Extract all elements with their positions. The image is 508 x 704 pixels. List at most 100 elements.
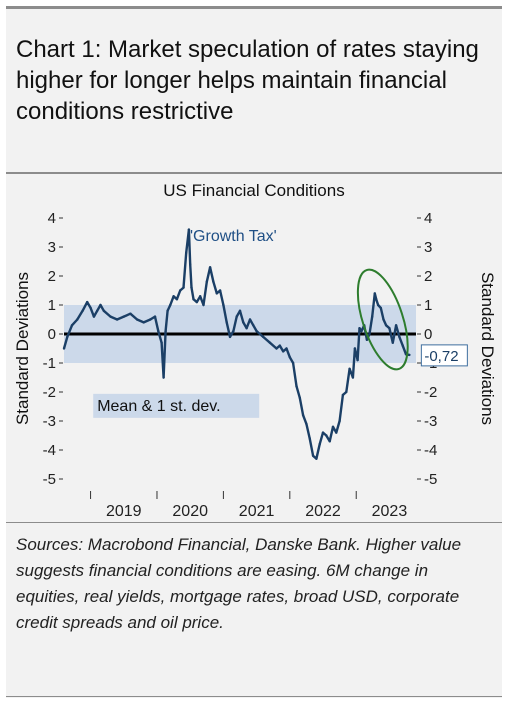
data-point	[305, 422, 308, 426]
data-point	[398, 335, 401, 339]
data-point	[268, 341, 272, 344]
x-tick-label: 2020	[172, 503, 208, 520]
data-point	[291, 361, 295, 365]
data-point	[368, 332, 371, 336]
x-tick-label: 2021	[239, 503, 275, 520]
data-point	[129, 312, 132, 315]
data-point	[185, 251, 188, 254]
last-value-label: -0,72	[424, 348, 458, 365]
data-point	[285, 347, 288, 350]
data-point	[298, 396, 301, 399]
data-point	[353, 347, 357, 350]
data-point	[242, 321, 245, 324]
data-point	[157, 329, 160, 333]
data-point	[187, 228, 191, 231]
data-point	[164, 329, 167, 333]
data-point	[182, 286, 185, 289]
y-tick-label-right: -3	[424, 413, 437, 430]
x-tick-label: 2022	[305, 503, 341, 520]
y-axis-label-right: Standard Deviations	[478, 272, 497, 425]
bottom-rule	[6, 696, 502, 697]
y-tick-label-right: -5	[424, 471, 437, 488]
data-point	[358, 327, 361, 330]
data-point	[208, 266, 212, 269]
data-point	[225, 321, 228, 324]
y-tick-label-right: 1	[424, 297, 432, 314]
highlight-ellipse	[356, 268, 409, 371]
data-point	[245, 327, 248, 330]
data-point	[360, 329, 363, 333]
data-point	[195, 300, 198, 304]
chart-title: US Financial Conditions	[163, 181, 344, 200]
data-point	[218, 289, 222, 292]
data-point	[62, 347, 66, 350]
data-point	[252, 324, 255, 327]
data-point	[328, 440, 331, 443]
data-point	[384, 324, 388, 327]
data-point	[212, 280, 215, 283]
data-point	[401, 344, 404, 347]
data-point	[255, 329, 258, 333]
x-tick-label: 2023	[372, 503, 408, 520]
data-point	[408, 353, 411, 357]
chart-heading: Chart 1: Market speculation of rates sta…	[16, 36, 479, 125]
data-point	[96, 309, 99, 312]
data-point	[102, 309, 106, 312]
data-point	[192, 298, 195, 301]
last-value-box	[420, 344, 468, 367]
data-point	[232, 329, 235, 333]
left-y-axis: 4 3 2 1 0 -1 -2 -3 -4 -5	[43, 210, 63, 488]
data-point	[348, 367, 351, 370]
data-point	[371, 315, 374, 318]
data-point	[160, 341, 163, 344]
sources-divider	[6, 522, 502, 523]
sources-note: Sources: Macrobond Financial, Danske Ban…	[16, 535, 462, 632]
data-point	[190, 286, 193, 289]
data-point	[86, 300, 89, 304]
data-point	[76, 318, 79, 321]
data-point	[238, 309, 242, 312]
data-point	[228, 335, 232, 339]
data-point	[169, 303, 172, 307]
data-point	[379, 306, 382, 310]
data-point	[222, 303, 225, 307]
data-point	[331, 425, 335, 428]
y-tick-label-right: 4	[424, 210, 432, 227]
data-point	[92, 315, 96, 318]
y-tick-label-right: -4	[424, 442, 437, 459]
line-chart: US Financial Conditions 43210-1-2-3-4-5 …	[13, 181, 497, 520]
y-tick-label-left: 3	[48, 239, 56, 256]
data-point	[356, 358, 359, 362]
data-points	[62, 228, 411, 460]
x-tick-label: 2019	[106, 503, 142, 520]
data-point	[153, 315, 157, 318]
data-point	[394, 324, 398, 327]
data-point	[301, 414, 305, 417]
data-point	[275, 347, 278, 350]
data-point	[235, 315, 238, 318]
data-point	[162, 376, 165, 379]
data-point	[288, 356, 291, 359]
data-point	[122, 315, 126, 318]
data-point	[70, 324, 74, 327]
data-point	[365, 338, 369, 341]
data-point	[109, 315, 112, 318]
y-tick-label-left: -1	[43, 355, 56, 372]
data-point	[135, 318, 139, 321]
heading-divider	[6, 172, 502, 174]
y-tick-label-left: -4	[43, 442, 56, 459]
data-point	[89, 306, 92, 310]
y-tick-label-left: -3	[43, 413, 56, 430]
band-label-box	[93, 393, 260, 418]
data-point	[321, 431, 325, 434]
y-tick-label-right: 0	[424, 326, 432, 343]
data-point	[311, 454, 315, 457]
data-point	[248, 318, 252, 321]
data-point	[278, 344, 281, 347]
y-tick-label-left: 1	[48, 297, 56, 314]
data-point	[391, 341, 394, 344]
data-point	[382, 318, 385, 321]
data-point	[345, 390, 348, 394]
data-point	[375, 298, 378, 301]
y-tick-label-right: 2	[424, 268, 432, 285]
